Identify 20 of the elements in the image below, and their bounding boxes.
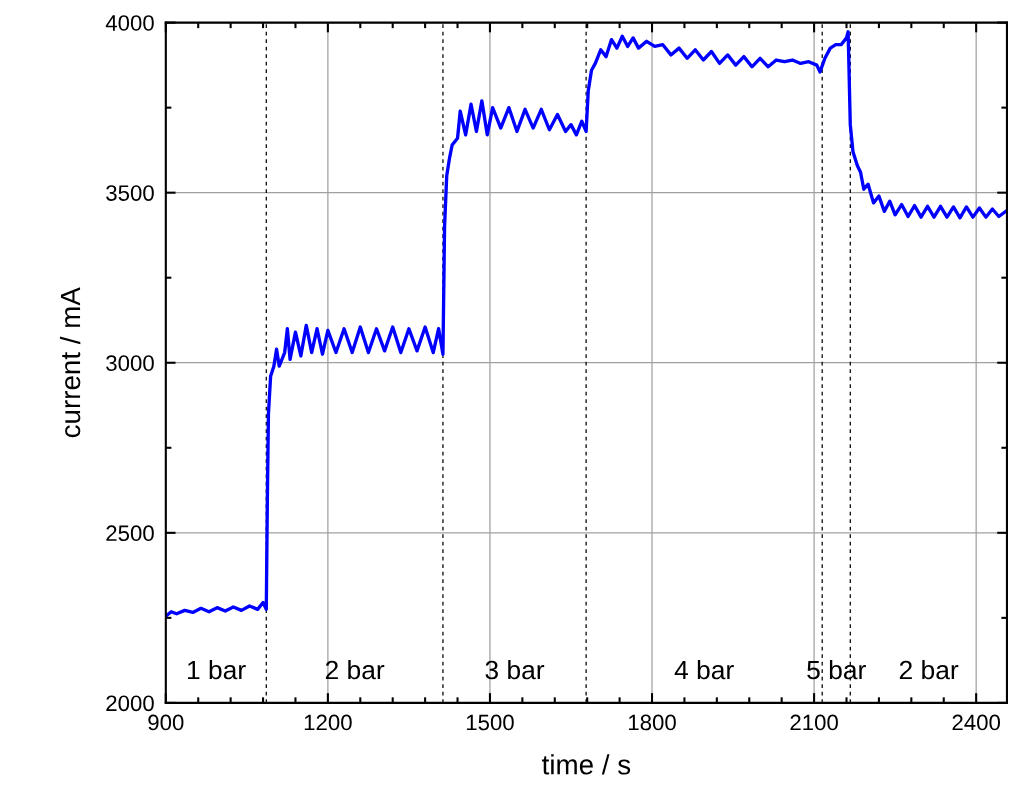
- line-series: [165, 30, 1007, 618]
- x-tick-label: 900: [148, 714, 184, 731]
- x-tick-label: 1800: [629, 714, 676, 731]
- x-tick-label: 2100: [790, 714, 838, 731]
- y-tick-label: 2500: [106, 525, 154, 542]
- y-tick-label: 3000: [106, 355, 154, 372]
- annotation: 4 bar: [674, 659, 734, 680]
- x-tick-label: 1500: [466, 714, 514, 731]
- annotation: 2 bar: [325, 659, 385, 680]
- x-axis-title: time / s: [542, 754, 631, 775]
- annotation: 1 bar: [187, 659, 246, 680]
- y-tick-label: 4000: [105, 15, 154, 31]
- y-tick-label: 3500: [106, 185, 154, 201]
- annotation: 2 bar: [899, 659, 959, 680]
- y-tick-label: 2000: [106, 695, 154, 712]
- annotation: 3 bar: [485, 659, 545, 680]
- x-tick-label: 2400: [952, 714, 1001, 731]
- annotation: 5 bar: [807, 659, 866, 680]
- y-axis-title: current / mA: [59, 287, 81, 438]
- x-tick-label: 1200: [304, 714, 352, 731]
